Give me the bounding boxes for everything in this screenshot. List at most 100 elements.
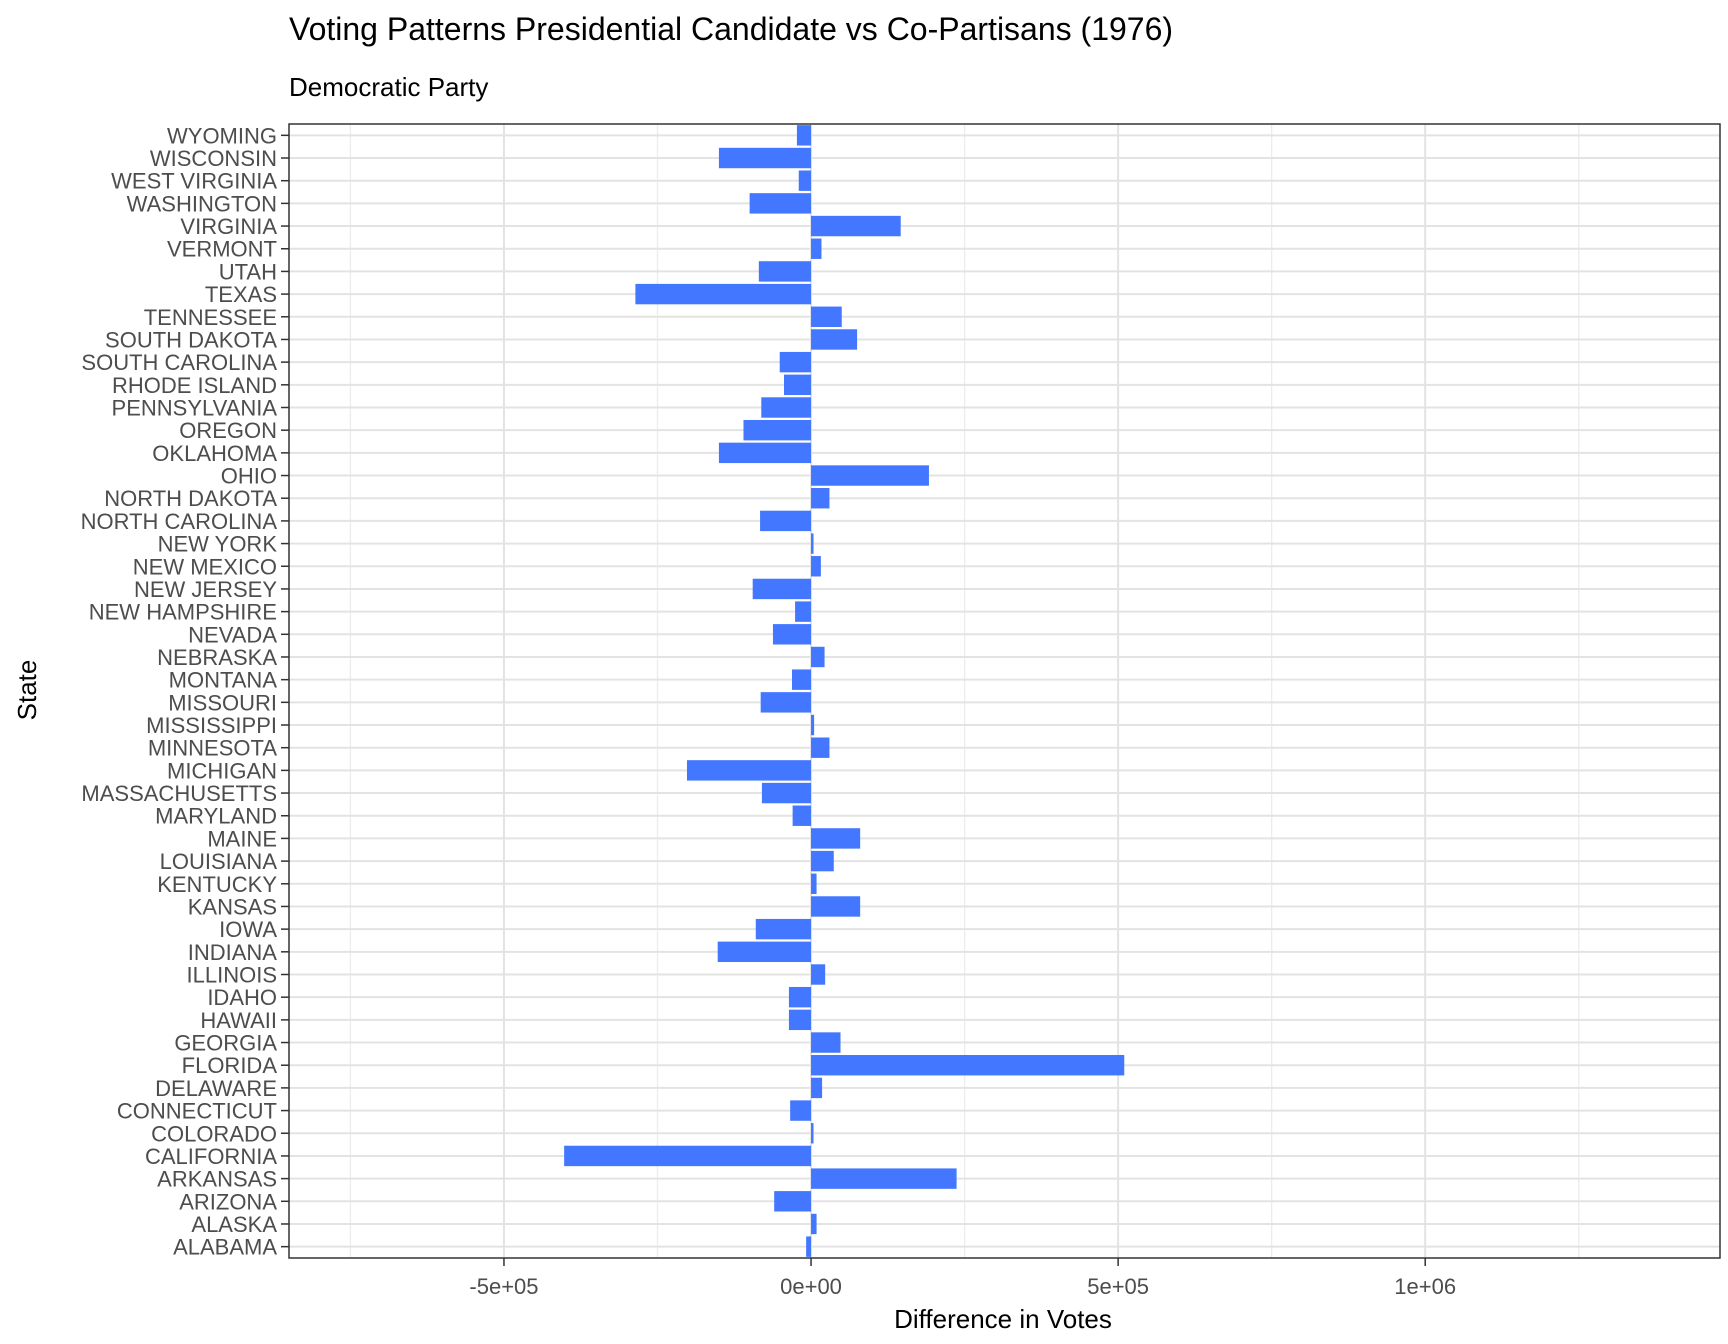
y-tick-label: OREGON — [179, 418, 277, 443]
bar — [717, 941, 812, 963]
y-tick-label: MONTANA — [169, 668, 278, 693]
bar — [811, 1168, 957, 1189]
y-tick-label: MISSISSIPPI — [146, 713, 277, 738]
bar — [811, 1032, 841, 1053]
y-tick-label: OKLAHOMA — [152, 441, 277, 466]
y-tick-label: IDAHO — [207, 985, 277, 1010]
bar — [811, 896, 861, 917]
plot-area: ALABAMAALASKAARIZONAARKANSASCALIFORNIACO… — [81, 123, 1721, 1299]
bar — [798, 170, 812, 191]
bar — [806, 1236, 812, 1257]
y-tick-label: VERMONT — [167, 237, 277, 262]
bar — [795, 601, 812, 622]
y-tick-label: NEW HAMPSHIRE — [89, 600, 277, 625]
bar — [686, 760, 812, 781]
y-tick-label: INDIANA — [188, 940, 278, 965]
y-tick-label: NEW MEXICO — [133, 554, 277, 579]
chart-subtitle: Democratic Party — [289, 72, 488, 102]
y-tick-label: NORTH CAROLINA — [81, 509, 278, 534]
y-tick-label: PENNSYLVANIA — [112, 396, 278, 421]
y-tick-label: NEW JERSEY — [134, 577, 277, 602]
y-tick-label: MASSACHUSETTS — [81, 781, 277, 806]
y-tick-label: NEBRASKA — [157, 645, 277, 670]
y-tick-label: IOWA — [219, 917, 277, 942]
bar — [811, 737, 830, 758]
y-tick-label: UTAH — [219, 259, 277, 284]
y-axis-title: State — [12, 660, 42, 721]
x-tick-label: -5e+05 — [469, 1274, 538, 1299]
y-tick-label: WYOMING — [167, 123, 277, 148]
y-tick-label: NORTH DAKOTA — [104, 486, 277, 511]
bar — [743, 419, 812, 441]
bar — [784, 374, 812, 396]
plot-border — [288, 123, 1721, 1259]
bar — [811, 873, 817, 894]
y-tick-label: LOUISIANA — [160, 849, 278, 874]
y-tick-label: NEW YORK — [158, 532, 278, 557]
bar — [749, 193, 812, 214]
y-tick-label: ALASKA — [191, 1212, 277, 1237]
bar — [811, 238, 822, 259]
y-tick-label: COLORADO — [151, 1121, 277, 1146]
bar — [760, 510, 812, 532]
y-tick-label: DELAWARE — [155, 1076, 277, 1101]
y-tick-label: SOUTH DAKOTA — [105, 327, 277, 352]
bar — [811, 850, 834, 872]
x-tick-label: 1e+06 — [1394, 1274, 1456, 1299]
bar — [811, 1077, 823, 1099]
y-tick-label: ARKANSAS — [157, 1167, 277, 1192]
y-tick-label: VIRGINIA — [180, 214, 277, 239]
y-tick-label: SOUTH CAROLINA — [81, 350, 277, 375]
bar — [811, 1213, 817, 1235]
y-tick-label: MISSOURI — [168, 690, 277, 715]
bar — [811, 329, 858, 350]
bar — [760, 692, 812, 713]
y-tick-label: TENNESSEE — [144, 305, 277, 330]
y-tick-label: KENTUCKY — [157, 872, 277, 897]
bar — [790, 1100, 812, 1121]
chart-title: Voting Patterns Presidential Candidate v… — [289, 11, 1173, 47]
y-tick-label: HAWAII — [200, 1008, 277, 1033]
y-tick-label: ARIZONA — [179, 1189, 277, 1214]
y-tick-label: CALIFORNIA — [145, 1144, 277, 1169]
bar — [811, 828, 861, 849]
bar — [796, 125, 812, 146]
bar — [564, 1145, 812, 1167]
bar — [811, 1055, 1125, 1076]
y-tick-label: WISCONSIN — [150, 146, 277, 171]
bar — [779, 351, 812, 373]
bar — [788, 986, 812, 1008]
bar — [772, 624, 812, 645]
y-tick-label: CONNECTICUT — [117, 1099, 277, 1124]
y-tick-label: NEVADA — [188, 622, 277, 647]
x-axis-title: Difference in Votes — [894, 1304, 1112, 1334]
bar — [792, 805, 812, 826]
y-tick-label: ALABAMA — [173, 1235, 277, 1260]
y-tick-label: MINNESOTA — [148, 736, 277, 761]
bar — [811, 465, 929, 486]
y-tick-label: KANSAS — [188, 894, 277, 919]
bar — [755, 918, 812, 940]
y-tick-label: RHODE ISLAND — [112, 373, 277, 398]
bar — [811, 488, 830, 509]
bar — [758, 261, 812, 282]
bar — [752, 578, 812, 600]
bar — [718, 147, 812, 169]
bar — [811, 714, 815, 736]
bar — [811, 1123, 814, 1144]
bar — [811, 306, 842, 327]
bar — [761, 397, 812, 418]
bar — [635, 283, 812, 305]
bar — [811, 964, 826, 985]
y-tick-label: FLORIDA — [182, 1053, 278, 1078]
bar — [811, 215, 901, 237]
x-tick-label: 5e+05 — [1087, 1274, 1149, 1299]
bar — [791, 669, 812, 690]
bar — [811, 533, 814, 554]
y-tick-label: WEST VIRGINIA — [111, 169, 277, 194]
bar — [811, 646, 825, 668]
bar — [774, 1191, 812, 1212]
x-tick-label: 0e+00 — [780, 1274, 842, 1299]
bar — [811, 556, 821, 577]
bar — [788, 1009, 812, 1031]
